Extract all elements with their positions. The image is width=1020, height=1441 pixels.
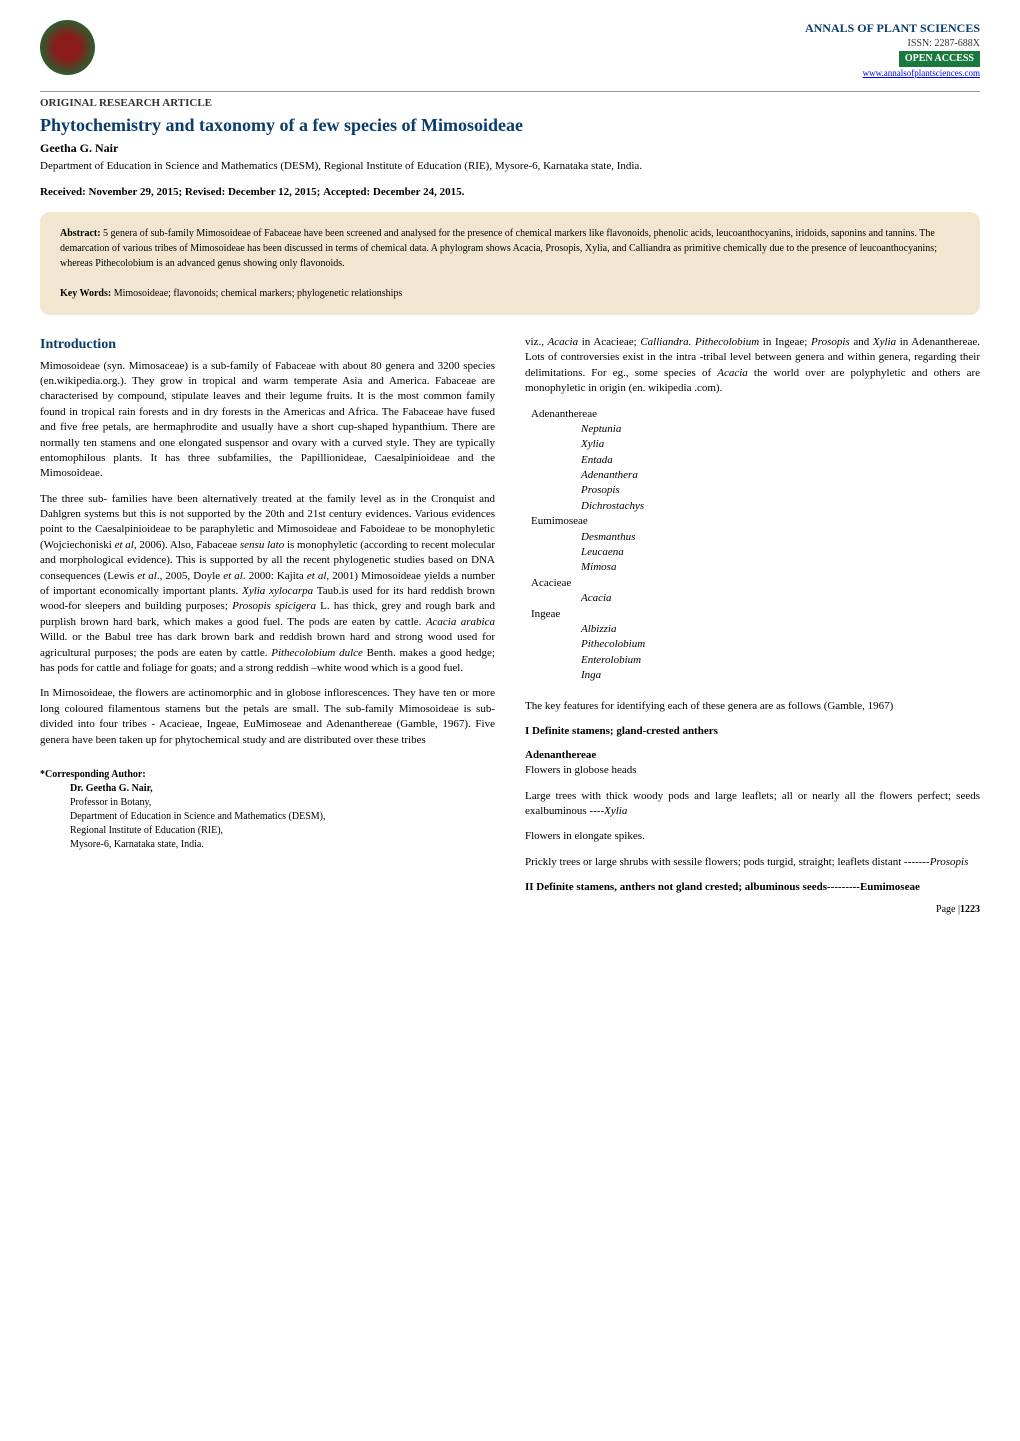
genus-prosopis: Prosopis (581, 483, 980, 498)
genus-adenanthera: Adenanthera (581, 468, 980, 483)
col2-p1: viz., Acacia in Acacieae; Calliandra. Pi… (525, 335, 980, 397)
open-access-badge: OPEN ACCESS (899, 51, 980, 67)
keywords-text: Mimosoideae; flavonoids; chemical marker… (111, 288, 402, 299)
key-heading-2: II Definite stamens, anthers not gland c… (525, 880, 980, 895)
genus-neptunia: Neptunia (581, 422, 980, 437)
page-label: Page | (936, 903, 960, 917)
key-sub-1: Adenanthereae (525, 748, 980, 763)
col2-p5: Flowers in elongate spikes. (525, 829, 980, 844)
tribe-adenanthereae: Adenanthereae (531, 407, 980, 422)
divider (40, 91, 980, 92)
col2-p4: Large trees with thick woody pods and la… (525, 789, 980, 820)
corresponding-role: Professor in Botany, (70, 796, 495, 810)
issn-text: ISSN: 2287-688X (805, 37, 980, 51)
introduction-heading: Introduction (40, 335, 495, 355)
abstract-paragraph: Abstract: 5 genera of sub-family Mimosoi… (60, 226, 960, 271)
accepted-date: Accepted: December 24, 2015. (323, 186, 464, 198)
main-content: Introduction Mimosoideae (syn. Mimosacea… (40, 335, 980, 896)
article-title: Phytochemistry and taxonomy of a few spe… (40, 113, 980, 138)
genus-pithecolobium: Pithecolobium (581, 637, 980, 652)
genus-albizzia: Albizzia (581, 622, 980, 637)
abstract-label: Abstract: (60, 228, 101, 239)
taxonomy-list: Adenanthereae Neptunia Xylia Entada Aden… (531, 407, 980, 684)
tribe-eumimoseae: Eumimoseae (531, 514, 980, 529)
corresponding-label: *Corresponding Author: (40, 768, 495, 782)
tribe-acacieae: Acacieae (531, 576, 980, 591)
intro-p2: The three sub- families have been altern… (40, 492, 495, 677)
website-link[interactable]: www.annalsofplantsciences.com (863, 68, 980, 78)
col2-p6: Prickly trees or large shrubs with sessi… (525, 855, 980, 870)
genus-mimosa: Mimosa (581, 560, 980, 575)
genus-dichrostachys: Dichrostachys (581, 499, 980, 514)
journal-title: ANNALS OF PLANT SCIENCES (805, 20, 980, 37)
article-type: ORIGINAL RESEARCH ARTICLE (40, 96, 980, 111)
genus-inga: Inga (581, 668, 980, 683)
col2-p3: Flowers in globose heads (525, 763, 980, 778)
keywords-label: Key Words: (60, 288, 111, 299)
corresponding-name: Dr. Geetha G. Nair, (70, 782, 495, 796)
intro-p1: Mimosoideae (syn. Mimosaceae) is a sub-f… (40, 359, 495, 482)
article-dates: Received: November 29, 2015; Revised: De… (40, 185, 980, 200)
corresponding-addr: Mysore-6, Karnataka state, India. (70, 838, 495, 852)
keywords-paragraph: Key Words: Mimosoideae; flavonoids; chem… (60, 286, 960, 301)
corresponding-inst: Regional Institute of Education (RIE), (70, 824, 495, 838)
journal-logo-icon (40, 20, 95, 75)
affiliation: Department of Education in Science and M… (40, 159, 980, 174)
genus-entada: Entada (581, 453, 980, 468)
right-column: viz., Acacia in Acacieae; Calliandra. Pi… (525, 335, 980, 896)
genus-enterolobium: Enterolobium (581, 653, 980, 668)
corresponding-dept: Department of Education in Science and M… (70, 810, 495, 824)
page-header: ANNALS OF PLANT SCIENCES ISSN: 2287-688X… (40, 20, 980, 81)
revised-date: Revised: December 12, 2015; (185, 186, 320, 198)
journal-info: ANNALS OF PLANT SCIENCES ISSN: 2287-688X… (805, 20, 980, 81)
received-date: Received: November 29, 2015; (40, 186, 182, 198)
author-name: Geetha G. Nair (40, 140, 980, 157)
page-number: 1223 (960, 903, 980, 917)
tribe-ingeae: Ingeae (531, 607, 980, 622)
genus-desmanthus: Desmanthus (581, 530, 980, 545)
genus-leucaena: Leucaena (581, 545, 980, 560)
genus-acacia: Acacia (581, 591, 980, 606)
col2-p2: The key features for identifying each of… (525, 699, 980, 714)
abstract-box: Abstract: 5 genera of sub-family Mimosoi… (40, 212, 980, 315)
page-footer: Page | 1223 (40, 903, 980, 917)
key-heading-1: I Definite stamens; gland-crested anther… (525, 724, 980, 739)
genus-xylia: Xylia (581, 437, 980, 452)
left-column: Introduction Mimosoideae (syn. Mimosacea… (40, 335, 495, 896)
corresponding-author: *Corresponding Author: Dr. Geetha G. Nai… (40, 768, 495, 852)
intro-p3: In Mimosoideae, the flowers are actinomo… (40, 686, 495, 748)
logo-area (40, 20, 95, 75)
abstract-text: 5 genera of sub-family Mimosoideae of Fa… (60, 228, 937, 269)
